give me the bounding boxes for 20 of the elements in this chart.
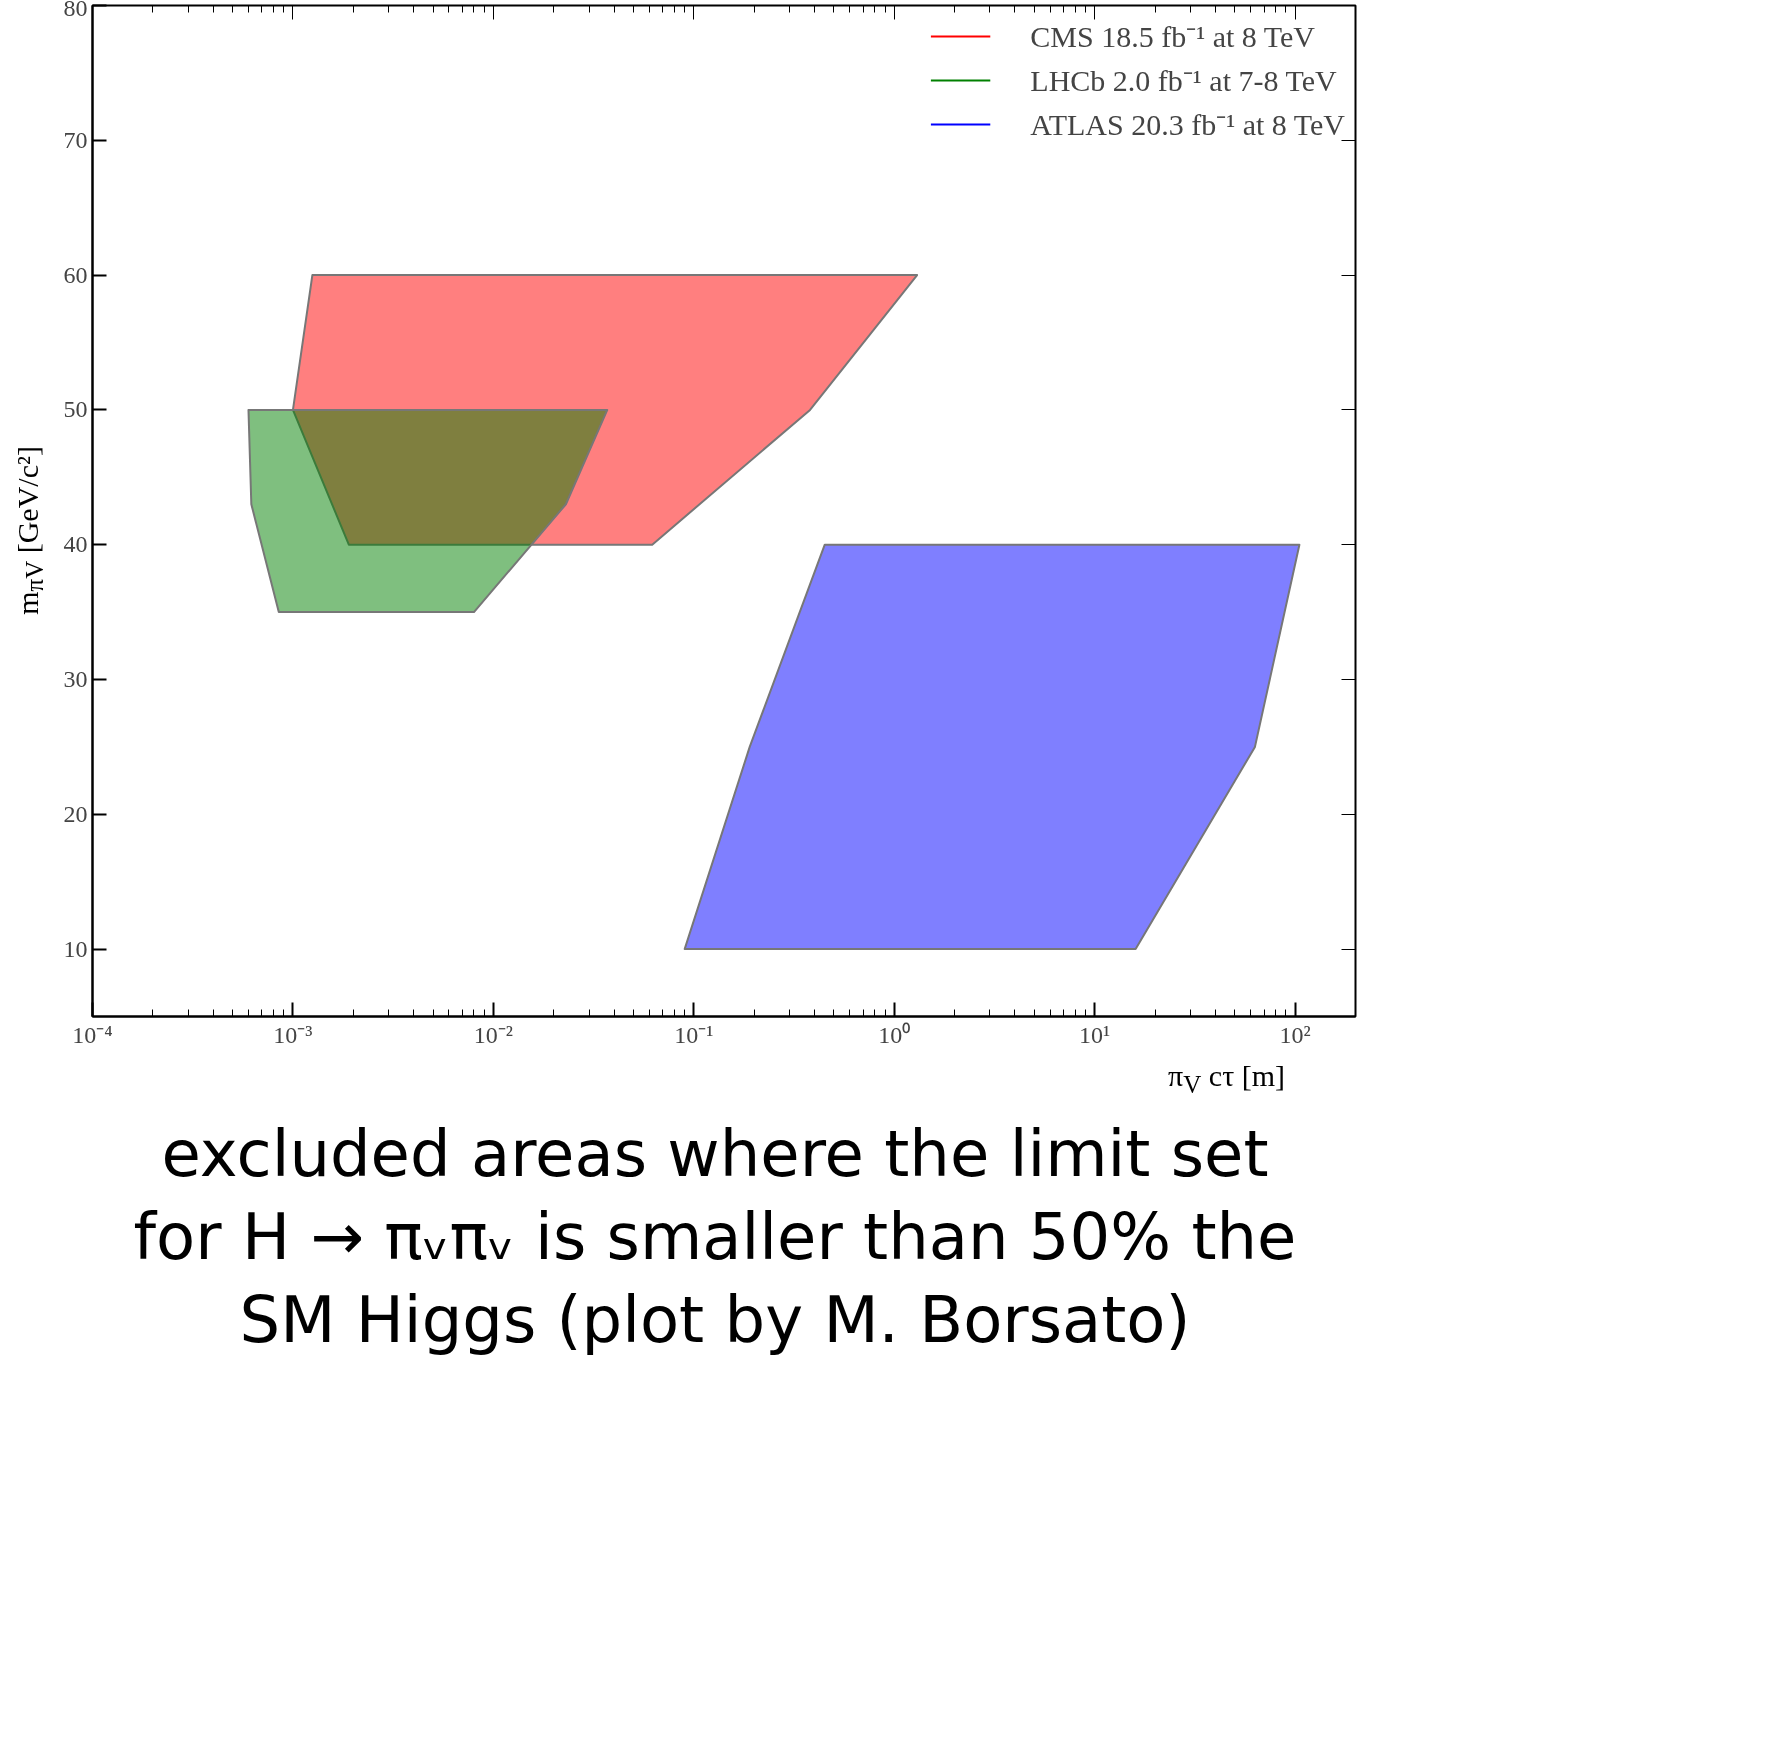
y-tick-label: 70 [63, 126, 88, 153]
x-tick-label: 10⁻² [473, 1021, 513, 1048]
y-tick-label: 40 [63, 531, 88, 558]
y-tick-label: 10 [63, 935, 88, 962]
x-tick-label: 10⁻³ [273, 1021, 313, 1048]
x-tick-label: 10² [1279, 1021, 1311, 1048]
x-tick-label: 10⁻⁴ [72, 1021, 113, 1048]
x-axis-title: π$_{V}$ cτ [m] [1168, 1058, 1285, 1100]
y-tick-label: 80 [63, 0, 88, 21]
y-tick-label: 60 [63, 261, 88, 288]
legend-label: LHCb 2.0 fb⁻¹ at 7-8 TeV [1030, 63, 1337, 99]
x-tick-label: 10⁰ [878, 1021, 911, 1048]
y-tick-label: 20 [63, 800, 88, 827]
text: excluded areas where the limit set for H → πᵥπᵥ is smaller than 50% the SM Higgs (plot by M. Borsato) [132, 1115, 1298, 1360]
y-tick-label: 50 [63, 396, 88, 423]
x-tick-label: 10¹ [1079, 1021, 1111, 1048]
y-tick-label: 30 [63, 666, 88, 692]
x-tick-label: 10⁻¹ [674, 1021, 714, 1048]
legend-label: ATLAS 20.3 fb⁻¹ at 8 TeV [1030, 107, 1345, 143]
legend-label: CMS 18.5 fb⁻¹ at 8 TeV [1030, 19, 1316, 55]
